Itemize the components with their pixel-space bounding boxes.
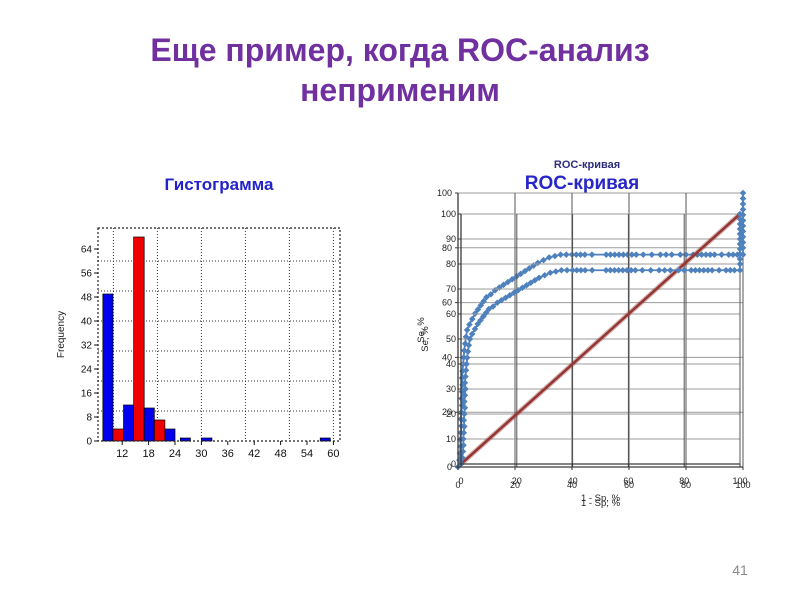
roc-title: ROC-кривая bbox=[524, 173, 640, 194]
svg-text:56: 56 bbox=[81, 269, 93, 280]
svg-text:0: 0 bbox=[447, 462, 452, 472]
hist-ylabel: Frequency bbox=[56, 311, 67, 358]
svg-text:0: 0 bbox=[458, 476, 463, 486]
svg-text:48: 48 bbox=[81, 293, 93, 304]
hist-gridlines bbox=[98, 228, 340, 441]
hist-axis-labels: 0 8 16 24 32 40 48 56 64 12 18 24 30 36 42 48 54 60 bbox=[81, 245, 340, 461]
page-number: 41 bbox=[732, 562, 748, 578]
svg-text:40: 40 bbox=[81, 317, 93, 328]
svg-text:48: 48 bbox=[274, 448, 286, 460]
svg-text:50: 50 bbox=[446, 334, 456, 344]
roc-curve-markers bbox=[457, 210, 744, 468]
histogram-chart: 0 8 16 24 32 40 48 56 64 12 18 24 30 36 42 48 54 60 Freque… bbox=[56, 227, 341, 461]
svg-text:100: 100 bbox=[735, 480, 750, 490]
svg-text:30: 30 bbox=[195, 448, 207, 460]
svg-text:60: 60 bbox=[623, 476, 633, 486]
svg-text:0: 0 bbox=[451, 459, 456, 469]
svg-text:20: 20 bbox=[442, 407, 452, 417]
roc-diagonal bbox=[460, 213, 741, 465]
svg-text:12: 12 bbox=[116, 448, 128, 460]
svg-text:30: 30 bbox=[446, 384, 456, 394]
svg-text:16: 16 bbox=[81, 389, 93, 400]
svg-text:20: 20 bbox=[510, 480, 520, 490]
svg-text:20: 20 bbox=[446, 409, 456, 419]
svg-text:40: 40 bbox=[446, 359, 456, 369]
svg-text:100: 100 bbox=[441, 209, 456, 219]
svg-text:90: 90 bbox=[446, 234, 456, 244]
svg-text:60: 60 bbox=[624, 480, 634, 490]
histogram-title: Гистограмма bbox=[164, 175, 274, 194]
svg-text:40: 40 bbox=[442, 352, 452, 362]
roc-xlabel: 1 - Sp, % bbox=[581, 498, 621, 509]
svg-text:80: 80 bbox=[679, 476, 689, 486]
hist-bars bbox=[102, 236, 331, 442]
svg-text:10: 10 bbox=[446, 434, 456, 444]
roc-ylabel: Se, % bbox=[420, 326, 431, 352]
svg-text:70: 70 bbox=[446, 284, 456, 294]
svg-text:80: 80 bbox=[681, 480, 691, 490]
svg-text:40: 40 bbox=[567, 480, 577, 490]
svg-text:0: 0 bbox=[86, 437, 92, 448]
svg-text:60: 60 bbox=[446, 309, 456, 319]
svg-text:42: 42 bbox=[248, 448, 260, 460]
svg-text:32: 32 bbox=[81, 341, 93, 352]
slide-title-line2: неприменим bbox=[300, 72, 500, 108]
svg-text:80: 80 bbox=[442, 243, 452, 253]
svg-text:0: 0 bbox=[455, 480, 460, 490]
svg-text:100: 100 bbox=[732, 476, 747, 486]
slide-title-line1: Еще пример, когда ROC-анализ bbox=[150, 32, 650, 68]
svg-text:24: 24 bbox=[169, 448, 181, 460]
svg-text:20: 20 bbox=[512, 476, 522, 486]
svg-text:54: 54 bbox=[301, 448, 313, 460]
svg-text:18: 18 bbox=[142, 448, 154, 460]
svg-text:80: 80 bbox=[446, 259, 456, 269]
svg-text:24: 24 bbox=[81, 365, 93, 376]
roc-xlabel: 1 - Sp, % bbox=[581, 493, 621, 504]
svg-text:100: 100 bbox=[437, 188, 452, 198]
svg-text:36: 36 bbox=[222, 448, 234, 460]
svg-text:60: 60 bbox=[442, 298, 452, 308]
svg-text:64: 64 bbox=[81, 245, 93, 256]
hist-plot-border bbox=[97, 227, 341, 442]
svg-text:8: 8 bbox=[86, 413, 92, 424]
roc-ylabel: Se, % bbox=[416, 317, 427, 343]
svg-text:40: 40 bbox=[568, 476, 578, 486]
svg-text:60: 60 bbox=[327, 448, 339, 460]
roc-title-ghost: ROC-кривая bbox=[553, 159, 621, 171]
slide-title: Еще пример, когда ROC-анализ неприменим bbox=[0, 30, 800, 110]
